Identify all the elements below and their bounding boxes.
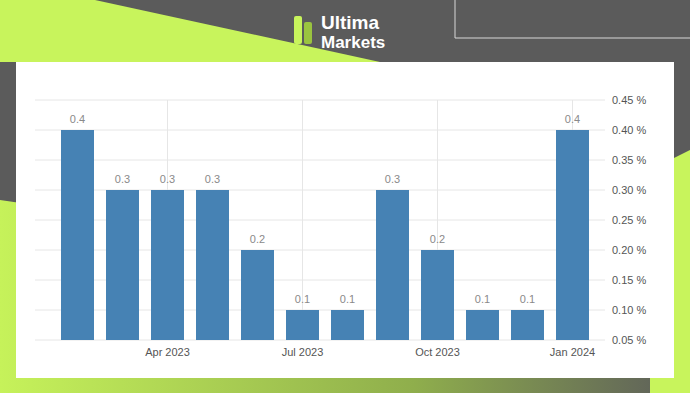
chart-image: UltimaMarkets 0.05 % 0.10 % 0.15 % 0.20 % 0.2… [0, 0, 690, 393]
data-label: 0.1 [475, 293, 490, 305]
bars [61, 130, 589, 340]
bar [466, 310, 499, 340]
y-tick-label: 0.30 % [612, 184, 646, 196]
x-tick-label: Jul 2023 [282, 346, 324, 358]
panel [16, 62, 674, 378]
bar [61, 130, 94, 340]
x-tick-label: Oct 2023 [415, 346, 460, 358]
y-tick-label: 0.20 % [612, 244, 646, 256]
page: UltimaMarkets 0.05 % 0.10 % 0.15 % 0.20 % 0.2… [0, 0, 690, 393]
y-tick-label: 0.05 % [612, 334, 646, 346]
data-label: 0.3 [385, 173, 400, 185]
bar [376, 190, 409, 340]
deco-line [455, 0, 690, 38]
logo-icon [294, 16, 302, 44]
data-label: 0.3 [205, 173, 220, 185]
bar [331, 310, 364, 340]
deco-top [0, 0, 380, 62]
data-label: 0.2 [430, 233, 445, 245]
logo-icon [304, 22, 312, 44]
brand: Ultima [321, 12, 380, 33]
grid-line [35, 130, 605, 131]
bar [421, 250, 454, 340]
x-tick-label: Jan 2024 [550, 346, 595, 358]
x-tick-label: Apr 2023 [145, 346, 190, 358]
y-tick-label: 0.45 % [612, 94, 646, 106]
data-label: 0.4 [565, 113, 580, 125]
y-tick-label: 0.35 % [612, 154, 646, 166]
bar [556, 130, 589, 340]
grid-line [35, 160, 605, 161]
y-tick-label: 0.10 % [612, 304, 646, 316]
y-tick-label: 0.25 % [612, 214, 646, 226]
data-label: 0.3 [160, 173, 175, 185]
data-label: 0.4 [70, 113, 85, 125]
data-label: 0.2 [250, 233, 265, 245]
bar [196, 190, 229, 340]
data-label: 0.1 [340, 293, 355, 305]
y-tick-label: 0.40 % [612, 124, 646, 136]
data-label: 0.3 [115, 173, 130, 185]
bar [511, 310, 544, 340]
data-label: 0.1 [520, 293, 535, 305]
y-tick-label: 0.15 % [612, 274, 646, 286]
bar [286, 310, 319, 340]
bar [241, 250, 274, 340]
bar [106, 190, 139, 340]
bar [151, 190, 184, 340]
grid-line [35, 100, 605, 101]
data-label: 0.1 [295, 293, 310, 305]
brand: Markets [321, 33, 385, 52]
background [0, 0, 690, 393]
